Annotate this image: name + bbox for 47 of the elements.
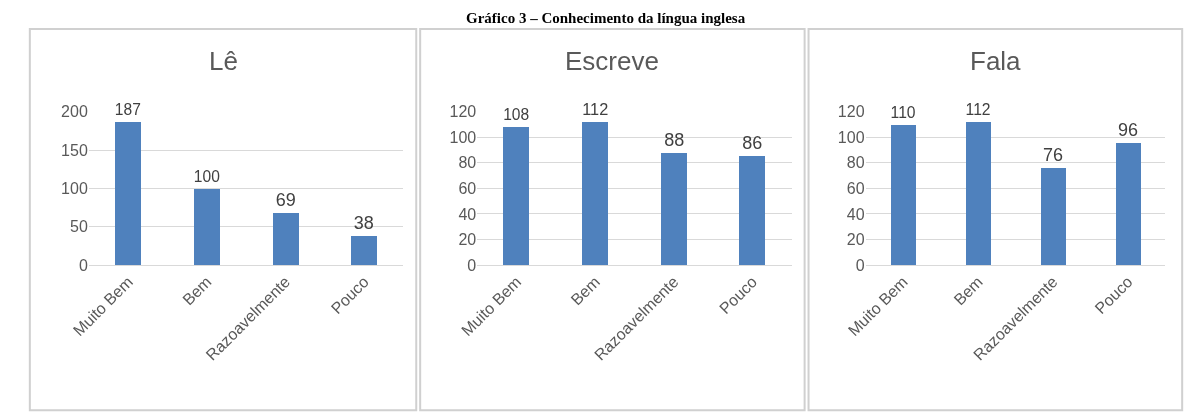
y-tick-label: 60 [458, 179, 477, 197]
bar [272, 212, 299, 266]
data-label: 110 [890, 104, 916, 122]
y-tick-label: 100 [449, 128, 477, 146]
y-tick-label: 200 [61, 103, 88, 121]
chart-title: Lê [209, 46, 238, 76]
bar [582, 121, 609, 266]
y-tick-label: 40 [458, 205, 477, 223]
y-tick-label: 100 [837, 128, 865, 146]
y-tick-label: 0 [855, 256, 865, 274]
y-tick-label: 40 [846, 205, 865, 223]
y-tick-label: 100 [61, 179, 88, 197]
y-tick-label: 0 [467, 256, 477, 274]
chart-title: Escreve [565, 46, 659, 76]
chart-title: Fala [970, 46, 1022, 76]
data-label: 112 [582, 100, 609, 119]
y-tick-label: 120 [837, 103, 865, 121]
data-label: 76 [1043, 144, 1064, 165]
bar [350, 235, 377, 266]
data-label: 108 [503, 106, 530, 124]
y-tick-label: 20 [846, 231, 865, 249]
data-label: 69 [275, 189, 296, 210]
bar [739, 155, 766, 266]
y-tick-label: 80 [846, 154, 865, 172]
bar [661, 152, 688, 266]
y-tick-label: 20 [458, 231, 477, 249]
bar [965, 121, 991, 266]
bar [1115, 142, 1141, 266]
y-tick-label: 120 [449, 103, 477, 121]
data-label: 88 [664, 129, 685, 150]
data-label: 96 [1118, 119, 1139, 140]
y-tick-label: 50 [70, 218, 88, 236]
data-label: 112 [965, 101, 991, 119]
bar [114, 121, 141, 266]
bar [890, 124, 916, 266]
bar [503, 126, 530, 266]
data-label: 38 [353, 212, 374, 233]
y-tick-label: 60 [846, 179, 865, 197]
y-tick-label: 150 [61, 141, 88, 159]
text: Gráfico 3 – Conhecimento da língua inglesa [466, 10, 746, 26]
bar [1040, 167, 1066, 266]
y-tick-label: 80 [458, 154, 477, 172]
y-tick-label: 0 [78, 256, 88, 274]
data-label: 100 [193, 168, 221, 186]
data-label: 86 [742, 132, 763, 153]
data-label: 187 [114, 101, 141, 119]
bar [193, 188, 220, 266]
